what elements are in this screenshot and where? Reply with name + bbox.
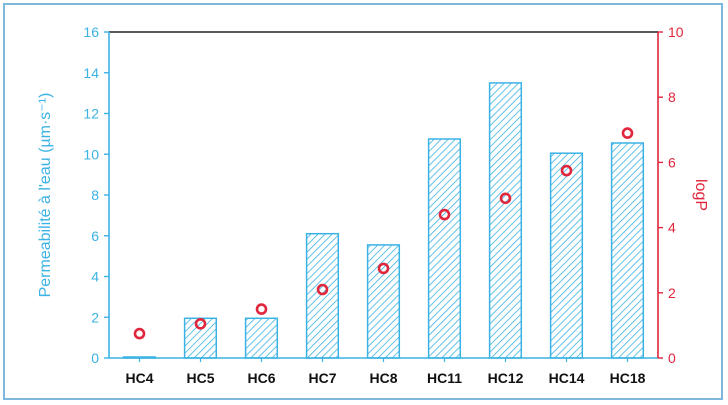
logp-point-HC18: [621, 127, 634, 139]
left-tick-label: 0: [91, 350, 99, 366]
left-tick-label: 10: [83, 146, 99, 162]
right-y-axis-label: logP: [692, 179, 709, 211]
right-tick-label: 6: [668, 154, 676, 170]
bar-HC11: [427, 138, 462, 359]
logp-series: [133, 127, 634, 340]
right-tick-label: 0: [668, 350, 676, 366]
logp-point-HC4: [133, 327, 146, 340]
left-y-axis-label: Permeabilité à l'eau (µm·s⁻¹): [37, 93, 54, 298]
bar-HC7: [305, 232, 340, 359]
logp-point-HC6: [255, 303, 268, 315]
bar-HC5: [183, 317, 218, 359]
x-tick-label-HC14: HC14: [549, 370, 585, 386]
logp-point-HC5: [194, 317, 207, 330]
logp-point-HC12: [499, 192, 512, 205]
left-tick-label: 16: [83, 24, 99, 40]
x-tick-label-HC8: HC8: [369, 370, 397, 386]
left-y-ticks: 0 2 4 6 8 10 12 14 16: [83, 24, 109, 366]
bar-HC6: [244, 317, 279, 359]
bar-HC18: [610, 142, 645, 359]
left-tick-label: 14: [83, 65, 99, 81]
right-tick-label: 10: [668, 24, 684, 40]
right-tick-label: 8: [668, 89, 676, 105]
bar-HC12: [488, 82, 523, 359]
x-tick-label-HC6: HC6: [247, 370, 275, 386]
x-tick-label-HC4: HC4: [125, 370, 153, 386]
x-tick-label-HC18: HC18: [610, 370, 646, 386]
chart-frame: [3, 3, 723, 400]
bar-HC8: [366, 244, 401, 359]
x-tick-label-HC11: HC11: [427, 370, 462, 386]
right-y-ticks: 0 2 4 6 8 10: [658, 24, 684, 366]
logp-point-HC11: [438, 208, 451, 221]
right-tick-label: 2: [668, 285, 676, 301]
left-tick-label: 4: [91, 269, 99, 285]
x-tick-label-HC12: HC12: [488, 370, 524, 386]
logp-point-HC8: [377, 262, 390, 275]
bar-series: [122, 82, 645, 359]
x-tick-label-HC7: HC7: [308, 370, 336, 386]
x-ticks: HC4 HC5 HC6 HC7 HC8 HC11 HC12 HC14 HC18: [125, 358, 646, 386]
left-tick-label: 2: [91, 309, 99, 325]
bar-HC14: [549, 152, 584, 359]
logp-point-HC7: [316, 283, 329, 296]
right-tick-label: 4: [668, 220, 676, 236]
logp-point-HC14: [560, 164, 573, 177]
left-tick-label: 6: [91, 228, 99, 244]
left-tick-label: 8: [91, 187, 99, 203]
x-tick-label-HC5: HC5: [186, 370, 214, 386]
left-tick-label: 12: [83, 106, 99, 122]
